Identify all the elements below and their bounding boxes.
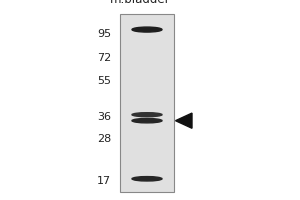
Bar (120, 14, 174, 192)
Text: 17: 17 (97, 176, 111, 186)
Text: 28: 28 (97, 134, 111, 144)
Text: 95: 95 (97, 29, 111, 39)
Ellipse shape (132, 113, 162, 117)
Text: m.bladder: m.bladder (110, 0, 171, 6)
Polygon shape (176, 113, 192, 128)
Text: 72: 72 (97, 53, 111, 63)
Text: 55: 55 (97, 76, 111, 86)
Ellipse shape (132, 177, 162, 181)
Ellipse shape (132, 27, 162, 32)
Ellipse shape (132, 118, 162, 123)
Text: 36: 36 (97, 112, 111, 122)
